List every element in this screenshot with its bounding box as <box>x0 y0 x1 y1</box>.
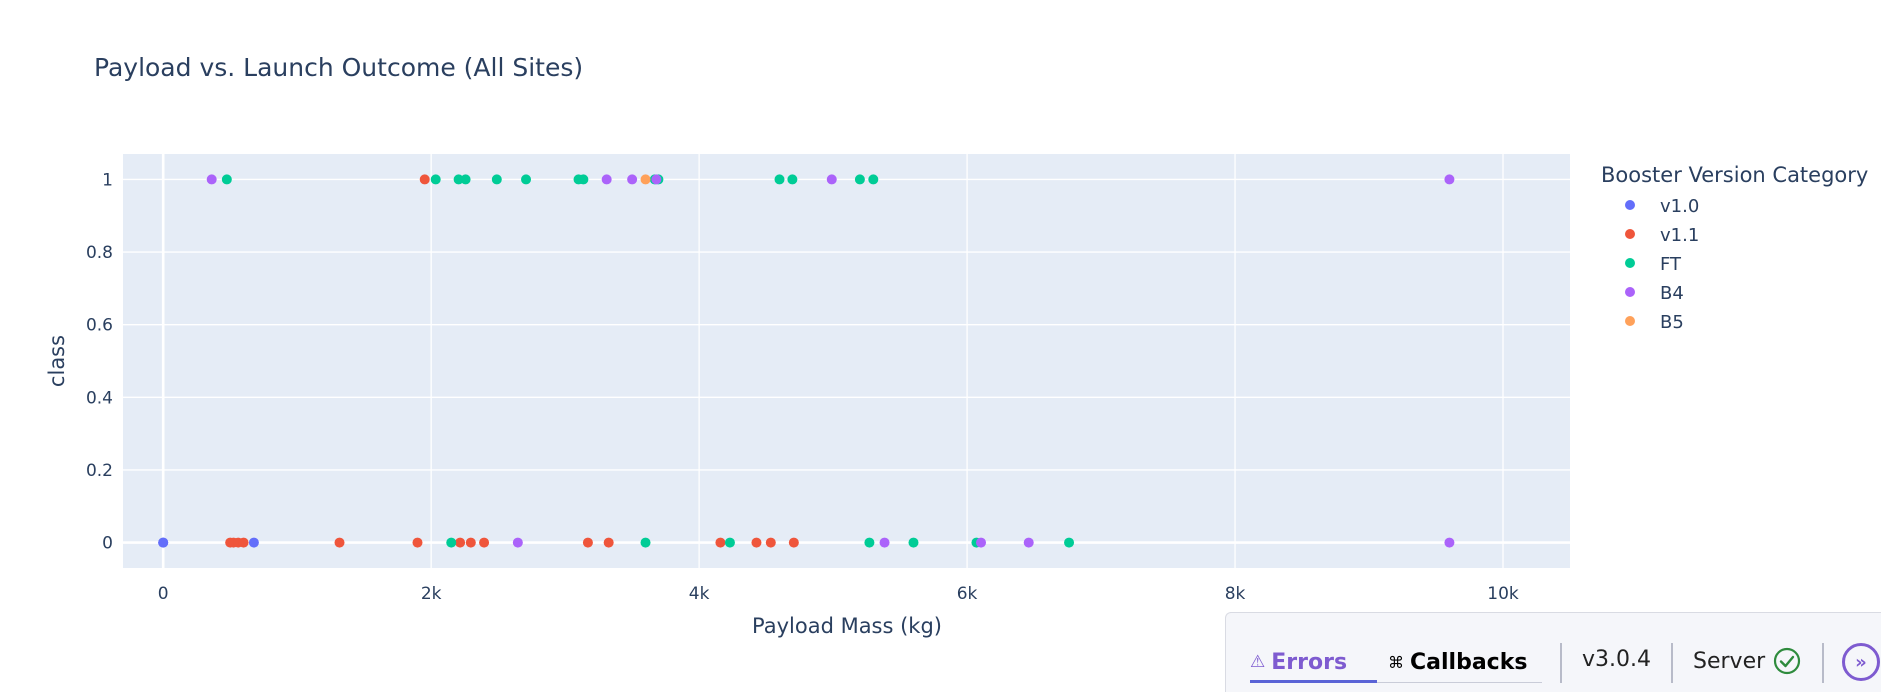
x-tick-label: 2k <box>421 584 442 604</box>
server-status[interactable]: Server <box>1693 647 1801 675</box>
divider <box>1671 643 1673 683</box>
version-label: v3.0.4 <box>1582 647 1651 672</box>
expand-toolbar-button[interactable]: » <box>1842 643 1880 681</box>
data-point-v1-1[interactable] <box>603 537 614 548</box>
data-point-ft[interactable] <box>854 174 865 185</box>
callbacks-tab[interactable]: ⌘ Callbacks <box>1388 645 1527 679</box>
data-point-v1-1[interactable] <box>479 537 490 548</box>
legend-title: Booster Version Category <box>1601 163 1868 187</box>
warning-icon: ⚠ <box>1250 652 1266 672</box>
data-point-b4[interactable] <box>512 537 523 548</box>
errors-tab-label: Errors <box>1271 649 1348 675</box>
data-point-ft[interactable] <box>430 174 441 185</box>
data-point-b4[interactable] <box>826 174 837 185</box>
data-point-v1-0[interactable] <box>248 537 259 548</box>
data-point-ft[interactable] <box>1064 537 1075 548</box>
data-point-ft[interactable] <box>640 537 651 548</box>
data-point-b4[interactable] <box>651 174 662 185</box>
data-point-ft[interactable] <box>578 174 589 185</box>
y-tick-label: 0.6 <box>86 316 113 336</box>
tabs-baseline <box>1250 682 1542 683</box>
data-point-b4[interactable] <box>1444 174 1455 185</box>
y-tick-label: 0.8 <box>86 243 113 263</box>
double-chevron-right-icon: » <box>1855 651 1867 673</box>
data-point-b5[interactable] <box>640 174 651 185</box>
x-tick-label: 8k <box>1225 584 1246 604</box>
data-point-v1-1[interactable] <box>788 537 799 548</box>
y-tick-label: 0.2 <box>86 461 113 481</box>
data-point-v1-1[interactable] <box>419 174 430 185</box>
data-point-v1-0[interactable] <box>158 537 169 548</box>
legend-item-label[interactable]: v1.0 <box>1660 196 1699 217</box>
plot-area[interactable] <box>123 154 1570 568</box>
data-point-ft[interactable] <box>908 537 919 548</box>
data-points <box>158 174 1455 548</box>
data-point-v1-1[interactable] <box>455 537 466 548</box>
data-point-ft[interactable] <box>460 174 471 185</box>
data-point-ft[interactable] <box>521 174 532 185</box>
legend-marker[interactable] <box>1625 229 1635 239</box>
legend-marker[interactable] <box>1625 316 1635 326</box>
legend-item-label[interactable]: v1.1 <box>1660 225 1699 246</box>
data-point-b4[interactable] <box>1444 537 1455 548</box>
data-point-ft[interactable] <box>221 174 232 185</box>
x-axis-label: Payload Mass (kg) <box>752 614 942 638</box>
errors-tab-underline <box>1250 680 1377 683</box>
y-tick-label: 0 <box>102 534 113 554</box>
x-tick-label: 0 <box>158 584 169 604</box>
data-point-b4[interactable] <box>976 537 987 548</box>
x-tick-label: 4k <box>689 584 710 604</box>
data-point-v1-1[interactable] <box>465 537 476 548</box>
data-point-v1-1[interactable] <box>334 537 345 548</box>
data-point-v1-1[interactable] <box>412 537 423 548</box>
data-point-v1-1[interactable] <box>751 537 762 548</box>
check-circle-icon <box>1774 647 1801 675</box>
data-point-v1-1[interactable] <box>582 537 593 548</box>
callback-graph-icon: ⌘ <box>1388 652 1404 672</box>
data-point-ft[interactable] <box>868 174 879 185</box>
data-point-ft[interactable] <box>787 174 798 185</box>
divider <box>1560 643 1562 683</box>
x-tick-label: 10k <box>1487 584 1519 604</box>
chart-title: Payload vs. Launch Outcome (All Sites) <box>94 53 583 82</box>
divider <box>1822 643 1824 683</box>
data-point-b4[interactable] <box>601 174 612 185</box>
legend-item-label[interactable]: B4 <box>1660 283 1684 304</box>
data-point-b4[interactable] <box>206 174 217 185</box>
axis-ticks: 0 2k 4k 6k 8k 10k 0 0.2 0.4 0.6 0.8 1 <box>86 170 1519 604</box>
y-tick-label: 1 <box>102 170 113 190</box>
legend-item-label[interactable]: B5 <box>1660 312 1684 333</box>
y-tick-label: 0.4 <box>86 388 113 408</box>
legend: Booster Version Category v1.0 v1.1 FT B4 B5 <box>1601 163 1868 333</box>
legend-marker[interactable] <box>1625 287 1635 297</box>
data-point-ft[interactable] <box>724 537 735 548</box>
data-point-v1-1[interactable] <box>238 537 249 548</box>
legend-item-label[interactable]: FT <box>1660 254 1682 275</box>
grid-lines <box>123 154 1570 568</box>
data-point-ft[interactable] <box>453 174 464 185</box>
legend-marker[interactable] <box>1625 258 1635 268</box>
errors-tab[interactable]: ⚠ Errors <box>1250 645 1347 679</box>
dash-debug-toolbar: ⚠ Errors ⌘ Callbacks v3.0.4 Server » <box>1225 612 1881 692</box>
y-axis-label: class <box>45 335 69 387</box>
data-point-v1-1[interactable] <box>715 537 726 548</box>
data-point-b4[interactable] <box>627 174 638 185</box>
data-point-ft[interactable] <box>491 174 502 185</box>
callbacks-tab-label: Callbacks <box>1410 649 1528 675</box>
data-point-b4[interactable] <box>879 537 890 548</box>
x-tick-label: 6k <box>957 584 978 604</box>
data-point-b4[interactable] <box>1023 537 1034 548</box>
data-point-ft[interactable] <box>774 174 785 185</box>
data-point-ft[interactable] <box>864 537 875 548</box>
data-point-ft[interactable] <box>446 537 457 548</box>
data-point-v1-1[interactable] <box>765 537 776 548</box>
legend-marker[interactable] <box>1625 200 1635 210</box>
server-label: Server <box>1693 648 1766 674</box>
